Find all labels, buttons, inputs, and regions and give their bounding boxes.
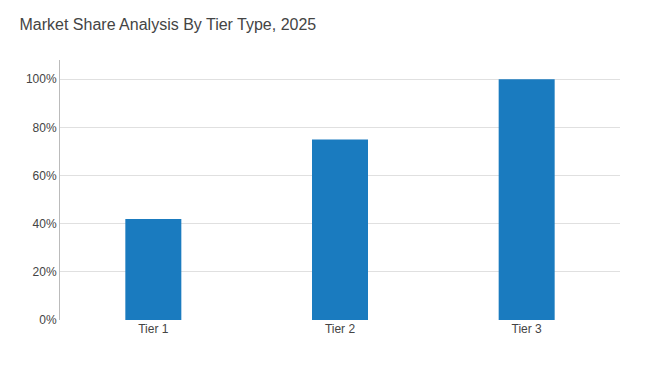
svg-text:Market Share Analysis By Tier: Market Share Analysis By Tier Type, 2025	[20, 16, 317, 33]
svg-text:100%: 100%	[26, 72, 57, 86]
svg-text:Tier 1: Tier 1	[138, 322, 169, 336]
svg-text:0%: 0%	[39, 313, 57, 327]
svg-text:40%: 40%	[33, 217, 57, 231]
svg-text:Tier 3: Tier 3	[512, 322, 543, 336]
svg-text:Tier 2: Tier 2	[325, 322, 356, 336]
svg-text:60%: 60%	[33, 169, 57, 183]
svg-text:80%: 80%	[33, 121, 57, 135]
svg-text:20%: 20%	[33, 265, 57, 279]
